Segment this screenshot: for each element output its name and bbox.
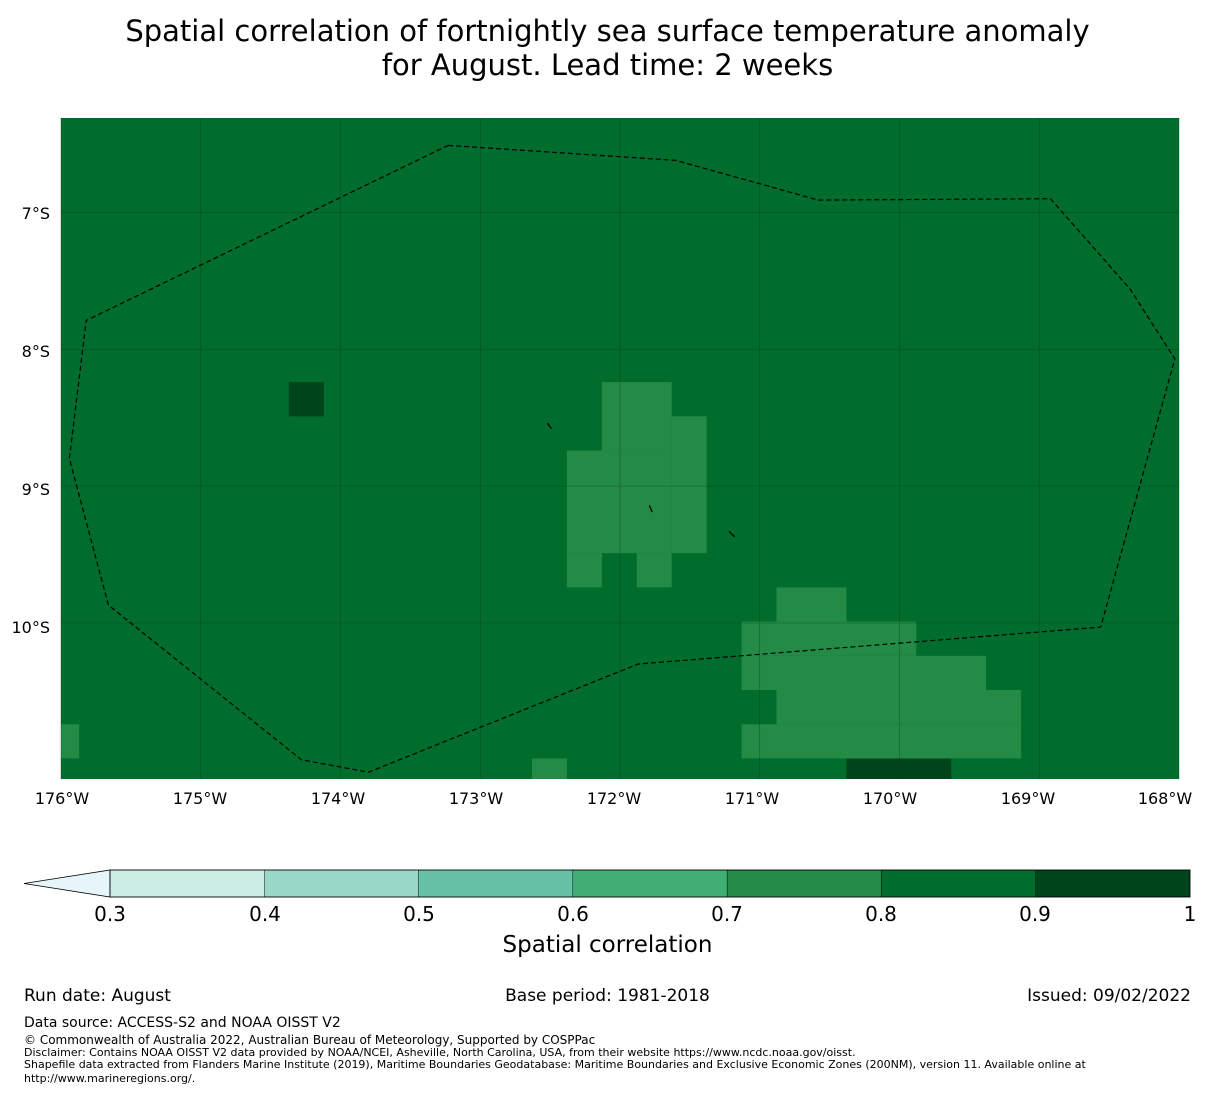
colorbar-outline bbox=[109, 869, 1191, 898]
issued-date: Issued: 09/02/2022 bbox=[1027, 986, 1191, 1006]
colorbar-tick-0.5: 0.5 bbox=[403, 902, 435, 926]
colorbar-tick-0.3: 0.3 bbox=[94, 902, 126, 926]
eez-boundary bbox=[68, 144, 1176, 773]
colorbar-tick-1: 1 bbox=[1183, 902, 1197, 926]
colorbar-segment bbox=[264, 869, 419, 898]
run-date: Run date: August bbox=[24, 986, 171, 1006]
colorbar-tick-0.4: 0.4 bbox=[249, 902, 281, 926]
lon-label-171w: 171°W bbox=[724, 789, 780, 808]
correlation-cell bbox=[566, 553, 602, 588]
lon-label-170w: 170°W bbox=[862, 789, 918, 808]
base-period: Base period: 1981-2018 bbox=[505, 986, 710, 1006]
correlation-cell bbox=[776, 587, 847, 622]
copyright-notice: © Commonwealth of Australia 2022, Austra… bbox=[24, 1033, 596, 1047]
colorbar-segment bbox=[1035, 869, 1191, 898]
shapefile-credit: Shapefile data extracted from Flanders M… bbox=[24, 1058, 1086, 1071]
colorbar-tick-0.9: 0.9 bbox=[1019, 902, 1051, 926]
colorbar-segment bbox=[881, 869, 1036, 898]
title-line-2: for August. Lead time: 2 weeks bbox=[381, 48, 834, 82]
correlation-cell bbox=[566, 450, 672, 554]
island-outline bbox=[546, 422, 553, 430]
lon-label-175w: 175°W bbox=[172, 789, 228, 808]
correlation-cell bbox=[741, 655, 987, 691]
colorbar-segment bbox=[572, 869, 728, 898]
lon-label-168w: 168°W bbox=[1137, 789, 1193, 808]
lon-label-173w: 173°W bbox=[448, 789, 504, 808]
disclaimer: Disclaimer: Contains NOAA OISST V2 data … bbox=[24, 1046, 856, 1059]
colorbar-tick-0.8: 0.8 bbox=[865, 902, 897, 926]
lat-label-7s: 7°S bbox=[21, 204, 50, 223]
lat-label-9s: 9°S bbox=[21, 480, 50, 499]
lon-label-172w: 172°W bbox=[586, 789, 642, 808]
correlation-cell bbox=[61, 724, 80, 759]
correlation-cell bbox=[741, 724, 1022, 759]
correlation-cell bbox=[636, 553, 672, 588]
correlation-cell bbox=[741, 621, 917, 656]
lon-label-169w: 169°W bbox=[1000, 789, 1056, 808]
colorbar-tick-0.7: 0.7 bbox=[711, 902, 743, 926]
correlation-cell bbox=[671, 416, 707, 554]
island-outline bbox=[648, 505, 653, 513]
colorbar-tick-0.6: 0.6 bbox=[557, 902, 589, 926]
correlation-cell bbox=[846, 758, 952, 779]
colorbar-segment bbox=[726, 869, 882, 898]
correlation-cell bbox=[601, 382, 672, 451]
map-title: Spatial correlation of fortnightly sea s… bbox=[0, 14, 1215, 82]
shapefile-url: http://www.marineregions.org/. bbox=[24, 1072, 196, 1085]
lat-label-10s: 10°S bbox=[11, 618, 50, 637]
lon-label-174w: 174°W bbox=[310, 789, 366, 808]
colorbar-segment bbox=[109, 869, 265, 898]
lat-label-8s: 8°S bbox=[21, 342, 50, 361]
lon-label-176w: 176°W bbox=[34, 789, 90, 808]
colorbar-title: Spatial correlation bbox=[502, 932, 713, 958]
colorbar-segment bbox=[418, 869, 574, 898]
island-outline bbox=[728, 530, 736, 538]
correlation-cell bbox=[531, 758, 567, 779]
data-source: Data source: ACCESS-S2 and NOAA OISST V2 bbox=[24, 1015, 341, 1031]
correlation-cell bbox=[776, 690, 1022, 725]
colorbar-extend-arrow bbox=[23, 869, 111, 898]
title-line-1: Spatial correlation of fortnightly sea s… bbox=[125, 14, 1090, 48]
correlation-cell bbox=[288, 382, 324, 417]
